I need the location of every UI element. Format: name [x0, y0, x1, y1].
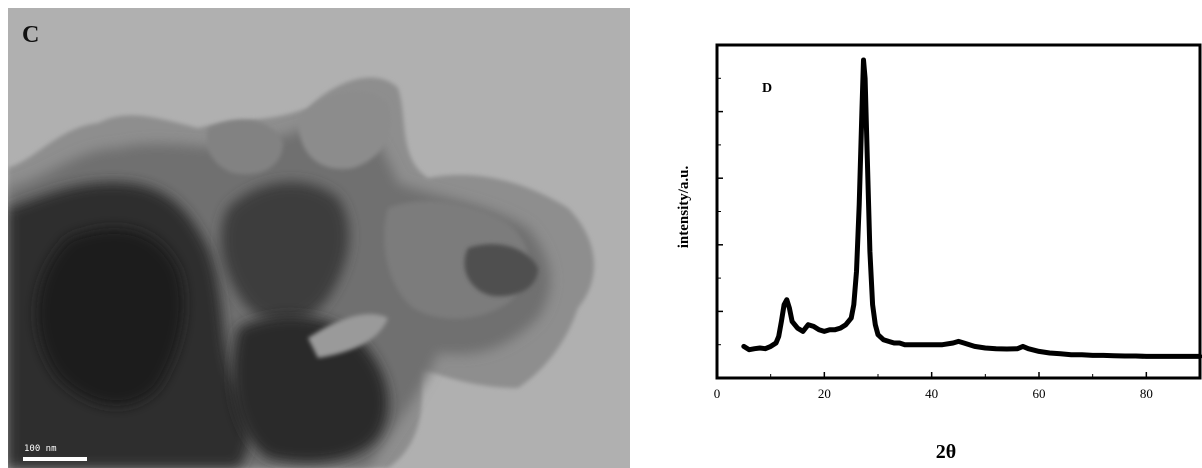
- plot-frame-group: [715, 43, 1202, 380]
- tem-micrograph-image: [8, 8, 630, 468]
- panel-letter-c: C: [22, 22, 40, 48]
- x-tick-label: 20: [818, 386, 831, 401]
- x-tick-label: 60: [1033, 386, 1046, 401]
- x-tick-label: 0: [714, 386, 721, 401]
- tem-micrograph-panel: C 100 nm: [8, 8, 630, 468]
- x-axis-label: 2θ: [936, 441, 956, 463]
- axis-ticks-group: 0 20 40 60 80: [714, 77, 1153, 401]
- x-tick-label: 40: [925, 386, 938, 401]
- scale-bar-label: 100 nm: [24, 444, 57, 454]
- x-tick-label: 80: [1140, 386, 1153, 401]
- series-group: [741, 57, 1202, 359]
- xrd-pattern-line: [741, 57, 1202, 359]
- y-axis-label: intensity/a.u.: [676, 165, 692, 248]
- panel-letter-d: D: [762, 81, 772, 96]
- xrd-chart: D intensity/a.u. 2θ 0 20 40 60 80: [676, 43, 1202, 463]
- plot-frame: [715, 43, 1202, 380]
- scale-bar: [23, 457, 87, 461]
